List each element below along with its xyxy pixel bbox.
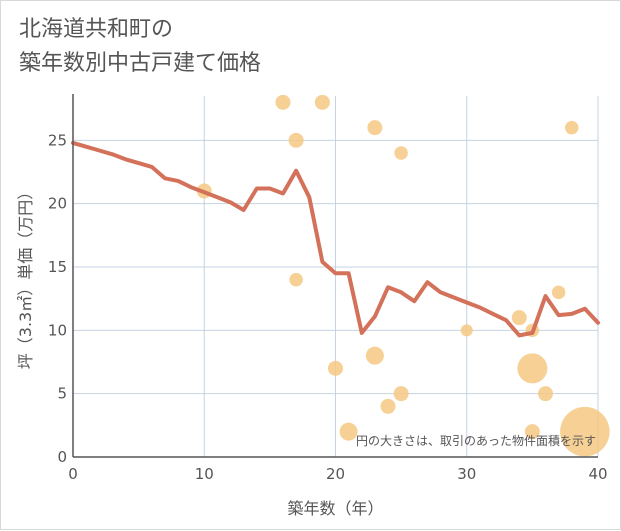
bubble-point — [538, 386, 553, 402]
y-axis-title: 坪（3.3㎡）単価（万円） — [16, 184, 35, 369]
bubble-point — [511, 310, 527, 326]
bubble-point — [289, 272, 303, 287]
average-price-line — [71, 140, 600, 338]
y-tick-label: 25 — [48, 131, 67, 149]
bubble-point — [288, 132, 304, 148]
x-axis-title: 築年数（年） — [287, 499, 383, 518]
chart-title: 北海道共和町の 築年数別中古戸建て価格 — [19, 13, 261, 81]
bubble-point — [275, 94, 291, 110]
chart-title-line1: 北海道共和町の — [19, 17, 174, 42]
bubble-point — [394, 146, 408, 160]
y-tick-label: 5 — [57, 385, 67, 403]
bubble-point — [339, 422, 358, 441]
x-tick-label: 30 — [457, 465, 476, 483]
chart-title-line2: 築年数別中古戸建て価格 — [19, 51, 262, 76]
bubble-point — [367, 120, 383, 136]
y-tick-label: 15 — [48, 258, 67, 276]
bubble-point — [380, 398, 396, 414]
bubble-point — [393, 386, 409, 402]
bubble-point — [314, 94, 330, 110]
bubble-point — [460, 324, 473, 337]
bubble-point — [524, 424, 540, 440]
y-tick-label: 10 — [48, 321, 67, 339]
bubble-size-note: 円の大きさは、取引のあった物件面積を示す — [356, 433, 596, 448]
bubble-point — [551, 285, 566, 300]
y-tick-label: 20 — [48, 195, 67, 213]
x-tick-label: 10 — [195, 465, 214, 483]
x-tick-label: 20 — [326, 465, 345, 483]
x-tick-label: 40 — [588, 465, 607, 483]
bubble-point — [517, 353, 548, 384]
y-tick-label: 0 — [57, 448, 67, 466]
x-tick-label: 0 — [68, 465, 78, 483]
bubble-point — [565, 120, 579, 135]
bubble-point — [560, 406, 610, 457]
bubble-point — [328, 360, 343, 376]
bubble-point — [365, 346, 384, 365]
